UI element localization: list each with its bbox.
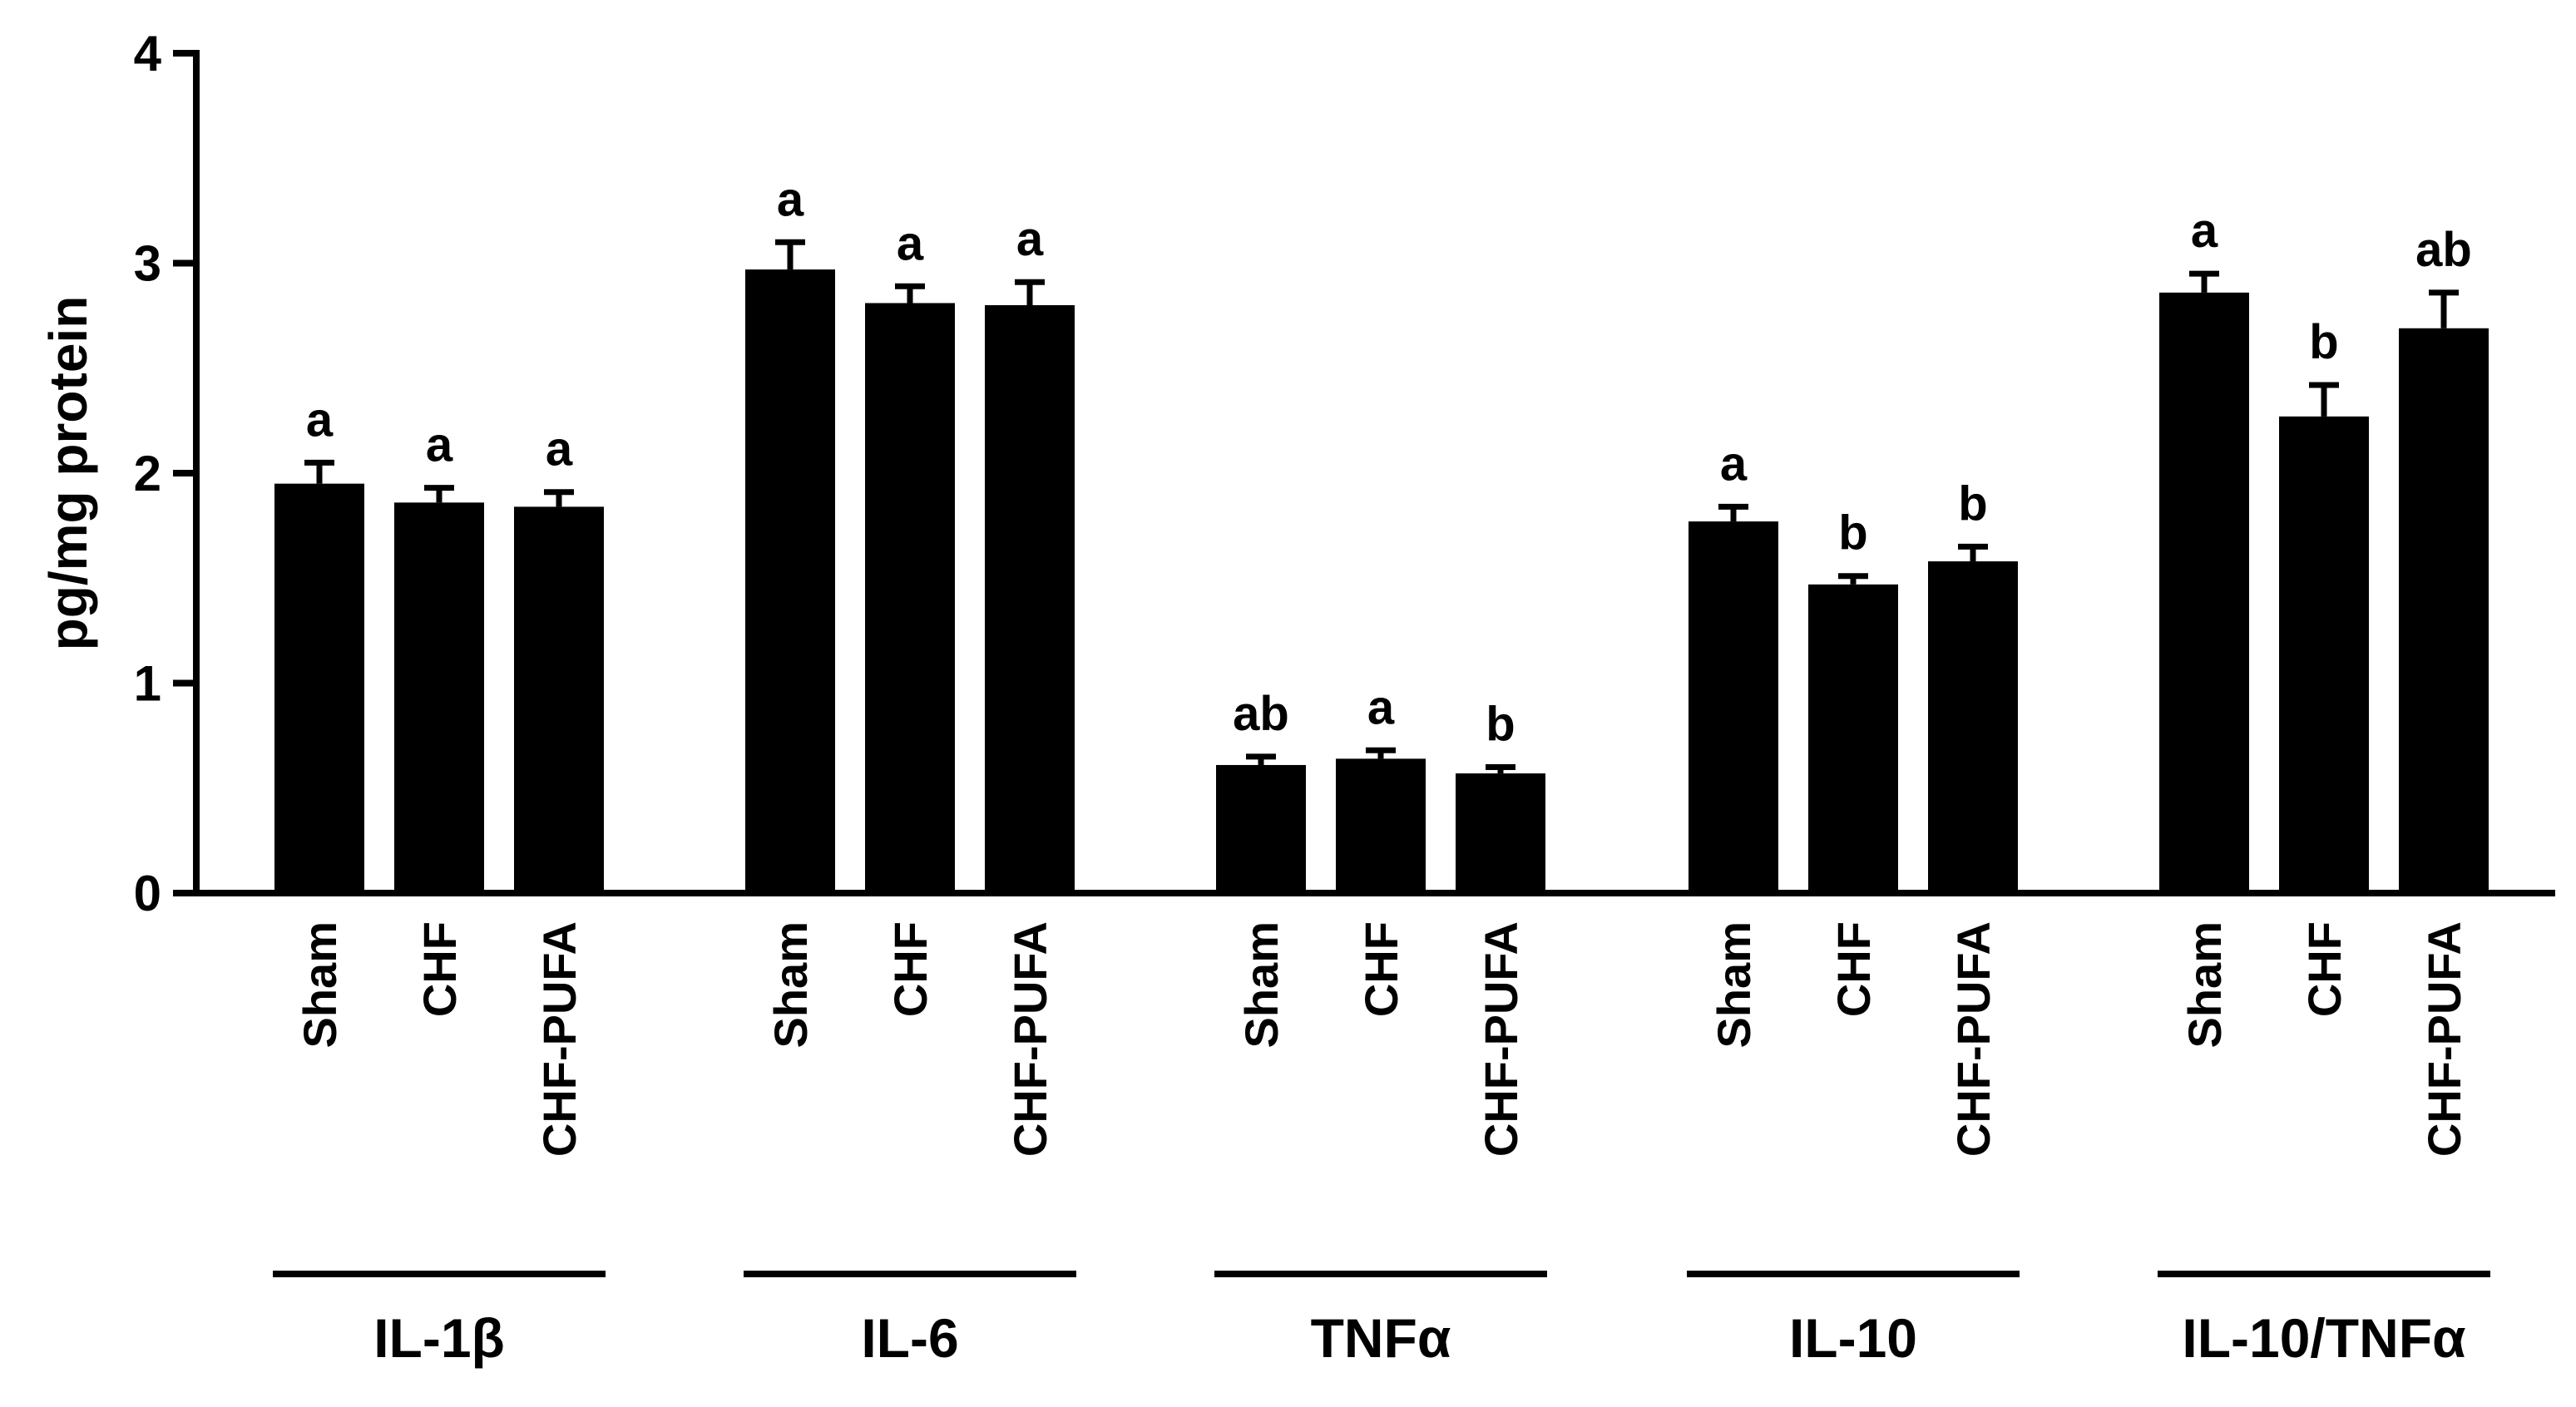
significance-label: a (2191, 204, 2218, 258)
category-label: Sham (764, 921, 817, 1049)
significance-label: a (777, 172, 804, 226)
bar (1456, 773, 1545, 893)
category-label: CHF (1355, 921, 1407, 1017)
category-label: Sham (1235, 921, 1288, 1049)
y-tick-label: 3 (134, 236, 161, 292)
bar (2399, 328, 2489, 893)
significance-label: b (2309, 315, 2338, 369)
significance-label: a (1367, 680, 1395, 734)
significance-label: ab (1233, 687, 1289, 741)
category-label: CHF (2298, 921, 2351, 1017)
y-tick-label: 0 (134, 866, 161, 921)
category-label: CHF (1827, 921, 1880, 1017)
y-tick-label: 1 (134, 656, 161, 712)
bars-layer (274, 239, 2489, 894)
bar (514, 506, 604, 893)
bar (1928, 561, 2018, 893)
bar (394, 502, 484, 893)
group-label: IL-1β (373, 1307, 505, 1369)
bar (1688, 521, 1778, 893)
bar (2279, 416, 2369, 893)
bar (1336, 758, 1426, 893)
category-label: CHF-PUFA (1475, 921, 1527, 1157)
axis-layer: 0 1 2 3 4 pg/mg protein (38, 26, 2555, 921)
significance-label: a (897, 216, 924, 270)
category-label: CHF-PUFA (2418, 921, 2470, 1157)
significance-label: a (306, 392, 334, 447)
bar (985, 305, 1075, 893)
y-tick-label: 2 (134, 446, 161, 501)
y-axis-title: pg/mg protein (38, 296, 98, 651)
bar (2159, 292, 2249, 894)
labels-layer: a Sham a CHF a CHF-PUFA IL-1β a Sham a CHF a CHF-PUF… (273, 172, 2490, 1369)
category-label: CHF-PUFA (1947, 921, 2000, 1157)
category-label: Sham (294, 921, 346, 1049)
significance-label: b (1838, 506, 1867, 560)
bar (865, 303, 955, 894)
bar (1216, 764, 1306, 893)
group-label: TNFα (1311, 1307, 1451, 1369)
significance-label: b (1486, 698, 1515, 752)
group-label: IL-10/TNFα (2182, 1307, 2465, 1369)
significance-label: b (1958, 476, 1987, 531)
significance-label: a (1720, 437, 1748, 491)
bar (1808, 584, 1898, 893)
group-label: IL-10 (1789, 1307, 1917, 1369)
group-label: IL-6 (861, 1307, 958, 1369)
y-tick-label: 4 (134, 26, 162, 81)
significance-label: a (1016, 212, 1044, 266)
significance-label: a (546, 422, 573, 476)
significance-label: ab (2415, 223, 2472, 277)
category-label: Sham (2178, 921, 2231, 1049)
category-label: Sham (1708, 921, 1760, 1049)
significance-label: a (426, 418, 453, 472)
category-label: CHF-PUFA (1004, 921, 1056, 1157)
bar (274, 483, 364, 893)
category-label: CHF (884, 921, 937, 1017)
category-label: CHF (413, 921, 466, 1017)
category-label: CHF-PUFA (533, 921, 586, 1157)
bar (745, 269, 835, 893)
